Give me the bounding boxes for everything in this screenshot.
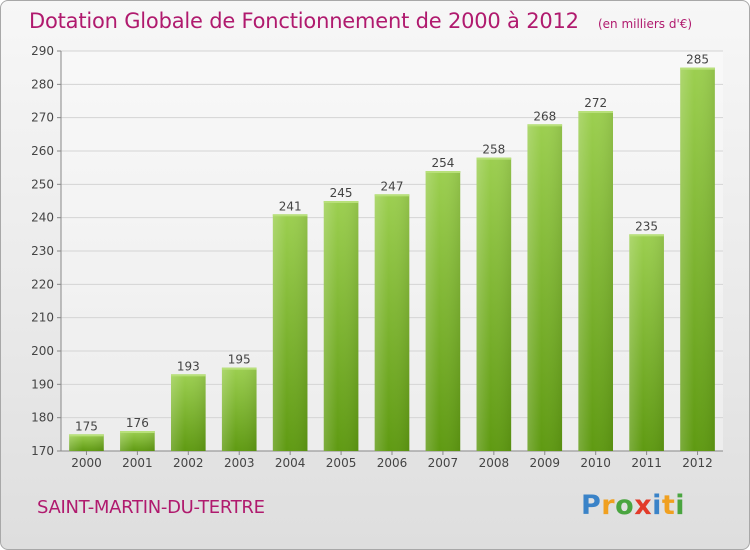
x-tick-label-2000: 2000 <box>71 456 102 470</box>
x-tick-label-2011: 2011 <box>631 456 662 470</box>
chart-subtitle: (en milliers d'€) <box>597 17 693 31</box>
value-label-2005: 245 <box>330 186 353 200</box>
x-tick-label-2001: 2001 <box>122 456 153 470</box>
y-tick-label: 220 <box>31 277 54 291</box>
x-tick-label-2003: 2003 <box>224 456 255 470</box>
x-tick-label-2010: 2010 <box>580 456 611 470</box>
value-label-2010: 272 <box>584 96 607 110</box>
commune-name: SAINT-MARTIN-DU-TERTRE <box>37 497 265 518</box>
x-tick-label-2008: 2008 <box>479 456 510 470</box>
bar-shade-2004 <box>272 214 308 451</box>
bar-shade-2010 <box>578 111 614 451</box>
bar-shade-2000 <box>69 434 104 451</box>
y-tick-label: 250 <box>31 177 54 191</box>
y-tick-label: 230 <box>31 244 54 258</box>
value-label-2003: 195 <box>228 353 251 367</box>
x-tick-label-2009: 2009 <box>529 456 560 470</box>
y-tick-label: 200 <box>31 344 54 358</box>
value-label-2004: 241 <box>279 199 302 213</box>
y-tick-label: 170 <box>31 444 54 458</box>
value-label-2000: 175 <box>75 419 98 433</box>
bar-top-2002 <box>170 374 206 377</box>
bar-shade-2006 <box>374 194 410 452</box>
value-label-2008: 258 <box>482 143 505 157</box>
x-tick-label-2004: 2004 <box>275 456 306 470</box>
bars <box>69 67 715 452</box>
value-label-2001: 176 <box>126 416 149 430</box>
y-tick-label: 260 <box>31 144 54 158</box>
bar-top-2007 <box>425 171 461 173</box>
value-labels: 175 176 193 195 241 245 247 254 258 268 272 235 285 <box>75 53 709 434</box>
bar-top-2009 <box>527 124 563 127</box>
bar-shade-2007 <box>425 171 461 451</box>
bar-top-2000 <box>69 434 104 437</box>
x-tick-label-2005: 2005 <box>326 456 357 470</box>
bar-shade-2012 <box>680 67 715 452</box>
y-tick-label: 280 <box>31 77 54 91</box>
bar-chart: 170 180 190 200 210 220 230 240 250 260 270 280 290 2… <box>31 44 723 470</box>
y-tick-label: 190 <box>31 377 54 391</box>
bar-top-2012 <box>680 67 715 70</box>
bar-top-2008 <box>476 157 512 160</box>
value-label-2002: 193 <box>177 359 200 373</box>
x-tick-label-2006: 2006 <box>377 456 408 470</box>
value-label-2006: 247 <box>381 179 404 193</box>
y-tick-label: 290 <box>31 44 54 58</box>
chart-title: Dotation Globale de Fonctionnement de 20… <box>29 9 579 33</box>
x-tick-label-2007: 2007 <box>428 456 459 470</box>
bar-top-2006 <box>374 194 410 197</box>
bar-top-2003 <box>221 367 257 370</box>
x-tick-label-2012: 2012 <box>682 456 713 470</box>
y-tick-label: 210 <box>31 311 54 325</box>
bar-shade-2005 <box>323 201 359 451</box>
bar-top-2005 <box>323 201 359 203</box>
value-label-2012: 285 <box>686 53 709 67</box>
value-label-2007: 254 <box>431 156 454 170</box>
y-tick-label: 240 <box>31 211 54 225</box>
bar-shade-2003 <box>221 367 257 451</box>
bar-shade-2001 <box>120 431 155 451</box>
title-row: Dotation Globale de Fonctionnement de 20… <box>29 9 692 33</box>
bar-top-2001 <box>120 431 155 433</box>
bar-shade-2002 <box>170 374 206 451</box>
bar-top-2004 <box>272 214 308 217</box>
bar-top-2010 <box>578 111 614 113</box>
bar-top-2011 <box>629 234 664 237</box>
bar-shade-2008 <box>476 157 512 451</box>
value-label-2011: 235 <box>635 219 658 233</box>
value-label-2009: 268 <box>533 109 556 123</box>
bar-shade-2011 <box>629 234 664 451</box>
y-tick-label: 180 <box>31 411 54 425</box>
axes: 170 180 190 200 210 220 230 240 250 260 270 280 290 2… <box>31 44 723 470</box>
proxiti-logo[interactable]: Proxiti <box>581 490 686 521</box>
bar-shade-2009 <box>527 124 563 451</box>
y-tick-label: 270 <box>31 111 54 125</box>
x-tick-label-2002: 2002 <box>173 456 204 470</box>
